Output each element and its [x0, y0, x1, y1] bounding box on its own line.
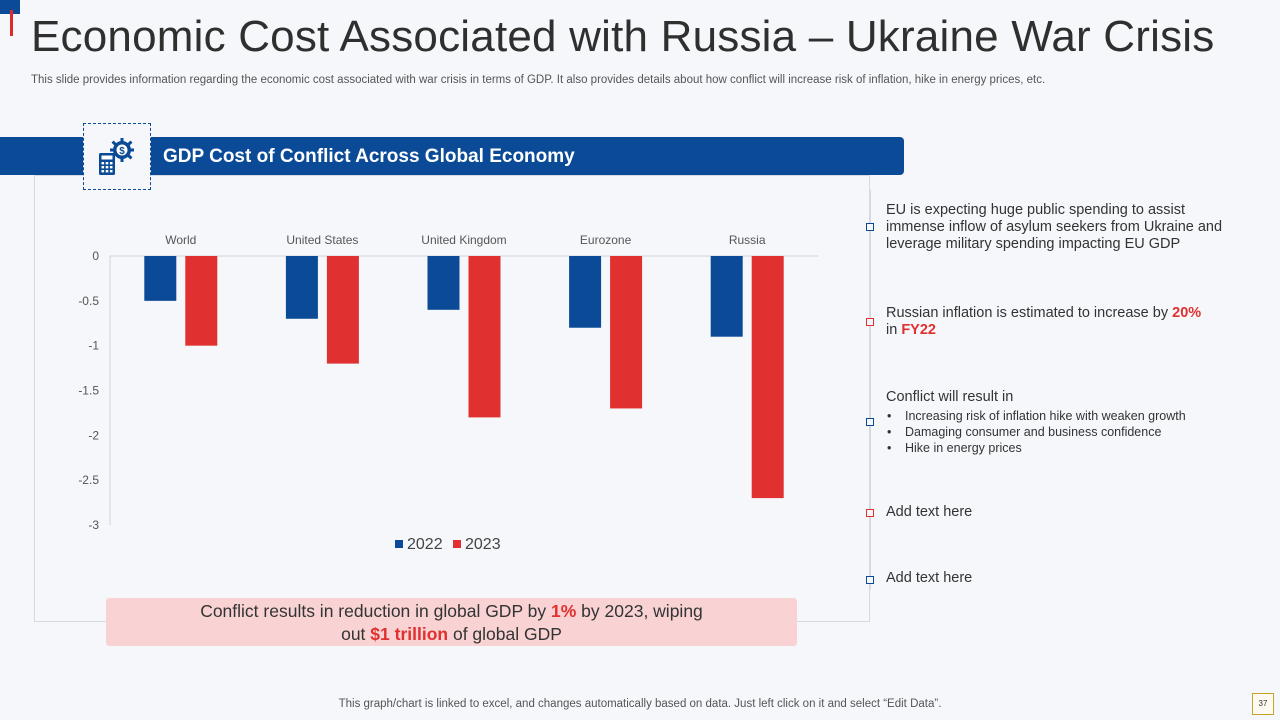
note-marker [866, 509, 874, 517]
page-number: 37 [1252, 693, 1274, 715]
note-marker [866, 576, 874, 584]
bar-2023-united-kingdom [468, 256, 501, 418]
callout-text: of global GDP [448, 624, 562, 644]
bar-2022-united-states [285, 256, 318, 319]
note-bullet-list: Increasing risk of inflation hike with w… [886, 408, 1246, 456]
category-label: United Kingdom [421, 233, 506, 247]
note-russian-inflation: Russian inflation is estimated to increa… [886, 305, 1226, 339]
callout-text: out [341, 624, 371, 644]
bar-2022-united-kingdom [427, 256, 460, 310]
y-tick-label: -1 [88, 339, 99, 353]
note-bullet: Hike in energy prices [886, 440, 1246, 456]
note-highlight-fy: FY22 [901, 322, 936, 338]
callout-highlight-percent: 1% [551, 601, 577, 621]
notes-divider [870, 190, 871, 590]
gdp-bar-chart: 0 -0.5 -1 -1.5 -2 -2.5 -3 World United States Uni… [78, 233, 818, 553]
note-text: Russian inflation is estimated to increa… [886, 305, 1173, 321]
note-text: in [886, 322, 902, 338]
y-tick-label: -0.5 [78, 294, 99, 308]
note-marker [866, 223, 874, 231]
y-tick-label: -2 [88, 428, 99, 442]
y-tick-label: -2.5 [78, 473, 99, 487]
category-label: World [165, 233, 196, 247]
note-placeholder-2: Add text here [886, 570, 973, 586]
svg-text:$: $ [119, 146, 125, 157]
legend-swatch-2023 [453, 540, 461, 548]
banner-title: GDP Cost of Conflict Across Global Econo… [163, 146, 575, 167]
bar-2023-eurozone [610, 256, 643, 409]
bar-2023-russia [751, 256, 784, 499]
bar-2022-eurozone [569, 256, 602, 328]
title-accent-bar [10, 10, 13, 36]
page-title: Economic Cost Associated with Russia – U… [31, 12, 1215, 61]
note-bullet: Increasing risk of inflation hike with w… [886, 408, 1246, 424]
note-marker [866, 318, 874, 326]
note-placeholder-1: Add text here [886, 504, 973, 520]
footer-note: This graph/chart is linked to excel, and… [338, 698, 942, 710]
bar-2023-world [185, 256, 218, 346]
note-eu-spending: EU is expecting huge public spending to … [886, 202, 1223, 252]
callout-text: Conflict results in reduction in global … [200, 601, 552, 621]
bar-2022-russia [710, 256, 743, 337]
page-subtitle: This slide provides information regardin… [31, 74, 1046, 86]
note-marker [866, 418, 874, 426]
category-label: United States [286, 233, 358, 247]
corner-accent [0, 0, 20, 14]
gdp-callout: Conflict results in reduction in global … [106, 598, 797, 646]
note-bullet: Damaging consumer and business confidenc… [886, 424, 1246, 440]
callout-line-1: Conflict results in reduction in global … [106, 600, 797, 623]
y-tick-label: -3 [88, 518, 99, 532]
legend-swatch-2022 [395, 540, 403, 548]
note-conflict-results: Conflict will result in Increasing risk … [886, 389, 1246, 456]
calculator-gear-dollar-icon: $ [99, 138, 134, 175]
callout-highlight-amount: $1 trillion [370, 624, 449, 644]
y-tick-label: -1.5 [78, 384, 99, 398]
banner-icon-box: $ [83, 123, 151, 190]
category-label: Eurozone [580, 233, 632, 247]
chart-panel [34, 175, 870, 622]
note-highlight-percent: 20% [1172, 305, 1202, 321]
legend-label: 2023 [465, 536, 501, 553]
callout-line-2: out $1 trillion of global GDP [106, 623, 797, 646]
note-title: Conflict will result in [886, 389, 1014, 405]
callout-text: by 2023, wiping [576, 601, 703, 621]
bar-2022-world [144, 256, 177, 301]
y-tick-label: 0 [92, 249, 99, 263]
category-label: Russia [729, 233, 766, 247]
legend-label: 2022 [407, 536, 443, 553]
bar-2023-united-states [326, 256, 359, 364]
